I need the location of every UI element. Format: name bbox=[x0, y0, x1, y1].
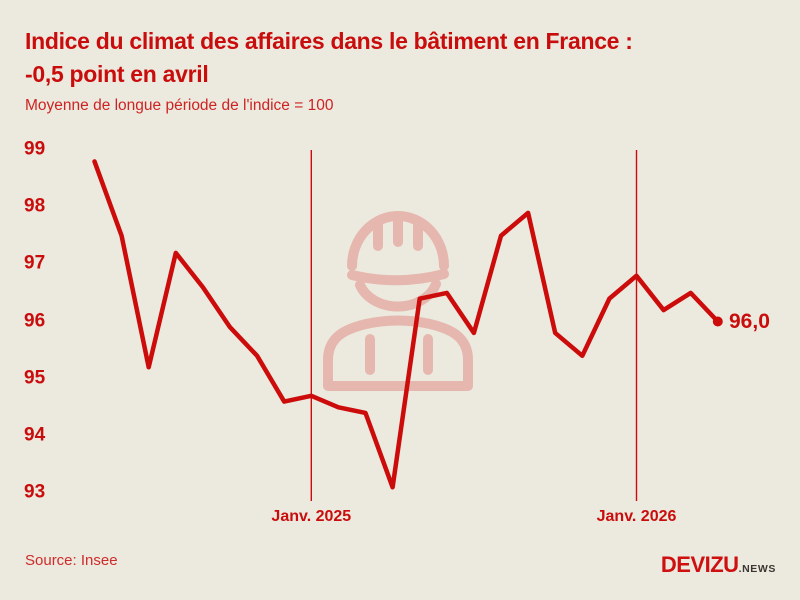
page-title-line-2: -0,5 point en avril bbox=[25, 61, 209, 87]
source-caption: Source: Insee bbox=[25, 552, 118, 569]
y-axis-tick-label: 97 bbox=[24, 252, 46, 274]
y-axis-tick-label: 94 bbox=[24, 424, 46, 446]
page-title-line-1: Indice du climat des affaires dans le bâ… bbox=[25, 28, 633, 54]
hard-hat-brim bbox=[347, 269, 449, 286]
last-value-label: 96,0 bbox=[729, 310, 770, 333]
y-axis-tick-label: 99 bbox=[24, 138, 46, 160]
last-point-marker bbox=[712, 316, 723, 327]
y-axis-tick-label: 96 bbox=[24, 310, 46, 332]
chart-subtitle: Moyenne de longue période de l'indice = … bbox=[25, 97, 334, 114]
logo-name: DEVIZU bbox=[660, 552, 739, 577]
y-axis-tick-label: 98 bbox=[24, 195, 46, 217]
x-axis-tick-label: Janv. 2026 bbox=[596, 508, 677, 525]
worker-face bbox=[355, 279, 441, 312]
x-axis-tick-label: Janv. 2025 bbox=[271, 508, 352, 525]
y-axis-tick-label: 95 bbox=[24, 367, 46, 389]
logo-suffix: .NEWS bbox=[738, 563, 776, 575]
climate-index-series-line bbox=[92, 159, 721, 490]
y-axis-tick-label: 93 bbox=[24, 481, 46, 503]
worker-torso bbox=[323, 315, 473, 391]
devizu-logo: DEVIZU.NEWS bbox=[661, 552, 776, 578]
